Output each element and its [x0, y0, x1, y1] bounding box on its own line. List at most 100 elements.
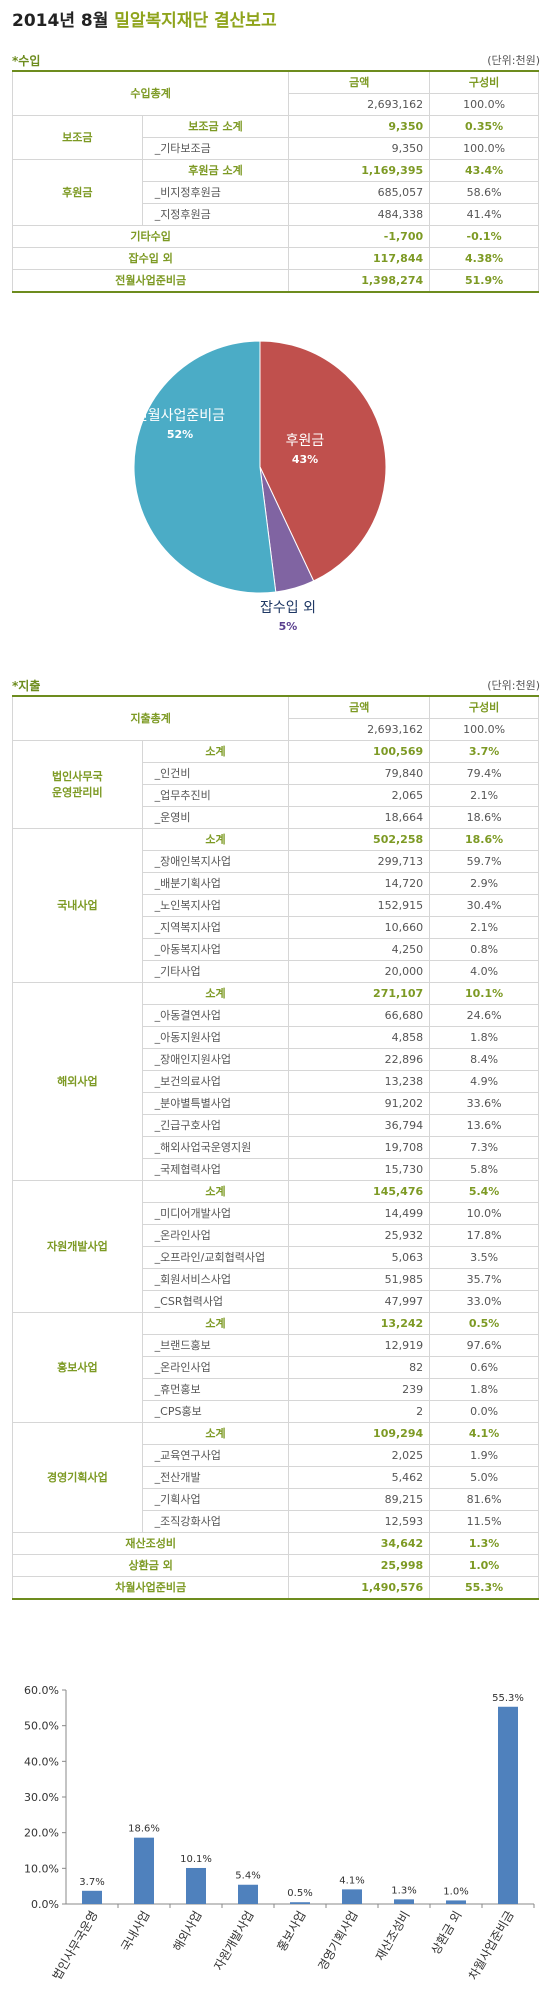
row-amount: 13,242	[288, 1312, 431, 1335]
amount-column-header: 금액	[288, 70, 431, 94]
row-ratio: 0.8%	[429, 938, 539, 961]
row-ratio: 1.8%	[429, 1378, 539, 1401]
table-row: _운영비 18,664 18.6%	[13, 806, 539, 829]
x-category-label: 해외사업	[170, 1909, 204, 1954]
row-amount: 22,896	[288, 1048, 431, 1071]
subtotal-label: 소계	[141, 828, 290, 851]
table-row: 차월사업준비금 1,490,576 55.3%	[11, 1576, 539, 1600]
table-row: 보조금 보조금 소계 9,350 0.35%	[12, 115, 539, 160]
summary-label: 기타수입	[11, 225, 290, 248]
table-row: 재산조성비 34,642 1.3%	[11, 1532, 539, 1555]
bar-data-label: 0.5%	[287, 1888, 312, 1899]
table-row: 해외사업 소계 271,107 10.1%	[12, 982, 539, 1181]
row-ratio: 79.4%	[429, 762, 539, 785]
bar-5	[342, 1889, 362, 1904]
item-label: _아동결연사업	[141, 1004, 290, 1027]
group-label: 경영기획사업	[12, 1422, 143, 1533]
row-amount: 1,398,274	[288, 269, 431, 293]
table-row: _조직강화사업 12,593 11.5%	[13, 1510, 539, 1533]
subtotal-label: 소계	[141, 1422, 290, 1445]
subtotal-label: 소계	[141, 982, 290, 1005]
row-ratio: 5.0%	[429, 1466, 539, 1489]
summary-label: 상환금 외	[11, 1554, 290, 1577]
row-ratio: 41.4%	[429, 203, 539, 226]
item-label: _휴먼홍보	[141, 1378, 290, 1401]
row-amount: 299,713	[288, 850, 431, 873]
item-label: _아동복지사업	[141, 938, 290, 961]
table-row: _업무추진비 2,065 2.1%	[13, 784, 539, 807]
row-ratio: 3.7%	[429, 740, 539, 763]
row-ratio: 5.8%	[429, 1158, 539, 1181]
total-amount: 2,693,162	[288, 718, 431, 741]
table-row: _해외사업국운영지원 19,708 7.3%	[13, 1136, 539, 1159]
item-label: _회원서비스사업	[141, 1268, 290, 1291]
table-row: _지역복지사업 10,660 2.1%	[13, 916, 539, 939]
row-amount: 2	[288, 1400, 431, 1423]
item-label: _해외사업국운영지원	[141, 1136, 290, 1159]
group-label: 해외사업	[12, 982, 143, 1181]
table-row: 후원금 후원금 소계 1,169,395 43.4%	[12, 159, 539, 226]
group-label: 국내사업	[12, 828, 143, 983]
row-ratio: 13.6%	[429, 1114, 539, 1137]
item-label: _온라인사업	[141, 1224, 290, 1247]
expense-table: 지출총계 금액 구성비 2,693,162 100.0% 법인사무국 운영관리비 소계 100…	[11, 695, 539, 1600]
row-amount: 51,985	[288, 1268, 431, 1291]
row-ratio: 2.1%	[429, 784, 539, 807]
row-ratio: 100.0%	[429, 137, 539, 160]
table-row: 경영기획사업 소계 109,294 4.1%	[12, 1422, 539, 1533]
row-amount: 109,294	[288, 1422, 431, 1445]
row-amount: 4,858	[288, 1026, 431, 1049]
ratio-column-header: 구성비	[429, 695, 539, 719]
item-label: _장애인복지사업	[141, 850, 290, 873]
row-ratio: 1.9%	[429, 1444, 539, 1467]
row-ratio: 43.4%	[429, 159, 539, 182]
row-amount: 239	[288, 1378, 431, 1401]
summary-label: 잡수입 외	[11, 247, 290, 270]
subtotal-label: 소계	[141, 740, 290, 763]
income-unit-label: (단위:천원)	[487, 54, 540, 67]
row-ratio: 97.6%	[429, 1334, 539, 1357]
row-ratio: 81.6%	[429, 1488, 539, 1511]
bar-1	[134, 1837, 154, 1904]
row-ratio: -0.1%	[429, 225, 539, 248]
bar-data-label: 1.0%	[443, 1886, 468, 1897]
pie-slice-percent: 43%	[292, 453, 318, 466]
row-ratio: 33.0%	[429, 1290, 539, 1313]
table-row: 상환금 외 25,998 1.0%	[11, 1554, 539, 1577]
row-amount: 91,202	[288, 1092, 431, 1115]
row-amount: 685,057	[288, 181, 431, 204]
table-row: 잡수입 외 117,844 4.38%	[11, 247, 539, 270]
row-amount: 13,238	[288, 1070, 431, 1093]
row-amount: 10,660	[288, 916, 431, 939]
item-label: _온라인사업	[141, 1356, 290, 1379]
table-row: 국내사업 소계 502,258 18.6%	[12, 828, 539, 983]
row-ratio: 10.1%	[429, 982, 539, 1005]
total-amount: 2,693,162	[288, 93, 431, 116]
bar-4	[290, 1902, 310, 1904]
page-title: 2014년 8월 밀알복지재단 결산보고	[12, 6, 277, 31]
y-tick-label: 60.0%	[24, 1684, 59, 1697]
row-amount: 9,350	[288, 137, 431, 160]
y-tick-label: 20.0%	[24, 1827, 59, 1840]
row-ratio: 1.8%	[429, 1026, 539, 1049]
item-label: _분야별특별사업	[141, 1092, 290, 1115]
table-row: 전월사업준비금 1,398,274 51.9%	[11, 269, 539, 293]
row-amount: 9,350	[288, 115, 431, 138]
row-amount: 36,794	[288, 1114, 431, 1137]
title-date: 2014년 8월	[12, 11, 109, 31]
row-amount: 18,664	[288, 806, 431, 829]
row-ratio: 51.9%	[429, 269, 539, 293]
item-label: _조직강화사업	[141, 1510, 290, 1533]
table-row: 자원개발사업 소계 145,476 5.4%	[12, 1180, 539, 1313]
pie-slice-percent: 5%	[279, 620, 298, 633]
row-ratio: 1.3%	[429, 1532, 539, 1555]
row-amount: 145,476	[288, 1180, 431, 1203]
group-label: 보조금	[12, 115, 143, 160]
row-amount: 14,720	[288, 872, 431, 895]
row-amount: 47,997	[288, 1290, 431, 1313]
item-label: _브랜드홍보	[141, 1334, 290, 1357]
row-amount: 271,107	[288, 982, 431, 1005]
row-amount: 89,215	[288, 1488, 431, 1511]
row-amount: 15,730	[288, 1158, 431, 1181]
row-ratio: 7.3%	[429, 1136, 539, 1159]
